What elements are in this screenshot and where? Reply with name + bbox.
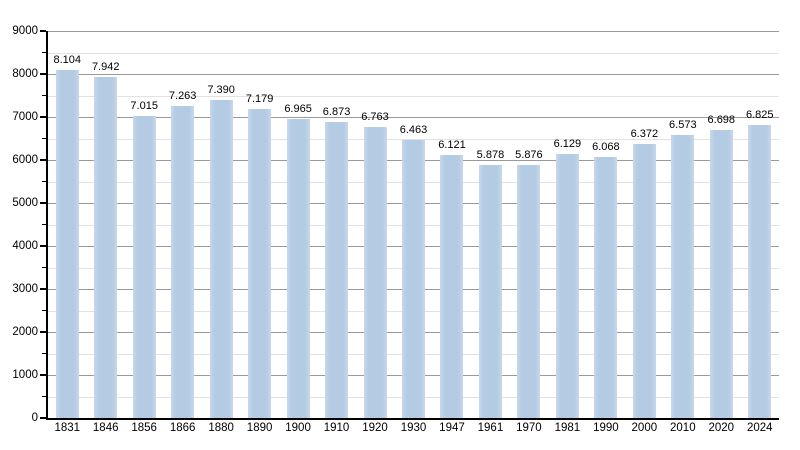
y-tick-label: 7000 (12, 111, 38, 123)
y-major-tick (40, 116, 46, 118)
bar (94, 76, 118, 418)
bar-value-label: 5.878 (476, 149, 505, 162)
bar (748, 124, 772, 418)
x-tick-label: 1910 (323, 422, 350, 434)
y-minor-tick (42, 138, 46, 139)
bar-value-label: 6.573 (669, 119, 697, 132)
bar (478, 165, 502, 418)
bar-value-label: 6.873 (322, 106, 351, 119)
bar-value-label: 7.942 (91, 60, 120, 73)
y-tick-label: 5000 (12, 197, 38, 209)
bar (517, 165, 541, 418)
bar-value-label: 6.825 (745, 108, 774, 121)
x-tick-label: 1947 (439, 422, 465, 434)
bar-value-label: 5.876 (515, 149, 543, 162)
minor-gridline (48, 52, 779, 54)
y-minor-tick (42, 52, 46, 53)
y-axis-labels: 0 1000 2000 3000 4000 5000 6000 7000 8000 9000 (0, 25, 40, 424)
x-tick-label: 1930 (400, 422, 427, 434)
y-major-tick (40, 73, 46, 75)
bar-value-label: 6.463 (399, 124, 428, 137)
bar (555, 154, 579, 418)
y-major-tick (40, 30, 46, 32)
x-tick-label: 2010 (670, 422, 696, 434)
y-major-tick (40, 159, 46, 161)
y-major-tick (40, 374, 46, 376)
bar (132, 116, 156, 418)
y-minor-tick (42, 181, 46, 182)
y-major-tick (40, 417, 46, 419)
y-tick-label: 9000 (12, 25, 38, 37)
bar (594, 157, 618, 418)
bar-value-label: 7.263 (168, 89, 197, 102)
y-tick-label: 0 (31, 412, 38, 424)
bar-value-label: 7.179 (245, 93, 274, 106)
x-tick-label: 2000 (631, 422, 658, 434)
bar-value-label: 7.390 (207, 84, 235, 97)
x-tick-label: 1890 (246, 422, 273, 434)
major-gridline (48, 74, 779, 75)
x-tick-label: 1856 (131, 422, 157, 434)
y-tick-label: 6000 (12, 154, 38, 166)
x-tick-label: 1846 (92, 422, 119, 434)
bar (709, 130, 733, 418)
x-tick-label: 1970 (516, 422, 542, 434)
y-tick-label: 1000 (12, 369, 38, 381)
bar (286, 118, 310, 418)
bar (248, 109, 272, 418)
bar (55, 69, 79, 418)
bar-value-label: 8.104 (53, 53, 82, 66)
x-tick-label: 1866 (169, 422, 196, 434)
x-tick-label: 1900 (285, 422, 311, 434)
x-tick-label: 1920 (362, 422, 388, 434)
bar (402, 140, 425, 418)
major-gridline (48, 117, 779, 118)
x-tick-label: 2020 (708, 422, 735, 434)
plot-area: 8.104 7.942 7.015 7.263 7.390 7.179 6.965 6.873… (46, 31, 779, 420)
y-minor-tick (42, 396, 46, 397)
y-minor-tick (42, 310, 46, 311)
y-minor-tick (42, 95, 46, 96)
y-major-tick (40, 202, 46, 204)
bar (325, 122, 349, 418)
bar-value-label: 7.015 (130, 100, 158, 113)
major-gridline (48, 31, 779, 32)
bar (440, 154, 464, 418)
y-tick-label: 2000 (12, 326, 38, 338)
x-tick-label: 2024 (746, 422, 773, 434)
bar (209, 100, 233, 418)
y-minor-tick (42, 267, 46, 268)
y-tick-label: 4000 (12, 240, 38, 252)
bar-value-label: 6.068 (592, 141, 620, 154)
x-tick-label: 1981 (554, 422, 581, 434)
bar-value-label: 6.121 (438, 138, 466, 151)
y-major-tick (40, 288, 46, 290)
bar (363, 127, 387, 418)
bar-value-label: 6.372 (630, 128, 659, 141)
y-major-tick (40, 331, 46, 333)
x-tick-label: 1831 (54, 422, 81, 434)
y-minor-tick (42, 353, 46, 354)
bar (671, 135, 695, 418)
x-axis-labels: 1831 1846 1856 1866 1880 1890 1900 1910 1920 1930… (48, 422, 779, 438)
bar-value-label: 6.698 (707, 114, 736, 126)
bar (632, 144, 656, 418)
x-tick-label: 1961 (477, 422, 504, 434)
bar-value-label: 6.763 (361, 111, 389, 124)
y-tick-label: 3000 (12, 283, 38, 295)
bar-value-label: 6.965 (284, 102, 312, 115)
y-major-tick (40, 245, 46, 247)
x-tick-label: 1990 (593, 422, 619, 434)
x-tick-label: 1880 (208, 422, 234, 434)
bar-value-label: 6.129 (553, 138, 582, 151)
y-minor-tick (42, 224, 46, 225)
minor-gridline (48, 138, 779, 140)
bar (171, 105, 195, 418)
y-tick-label: 8000 (12, 68, 38, 80)
minor-gridline (48, 95, 779, 97)
